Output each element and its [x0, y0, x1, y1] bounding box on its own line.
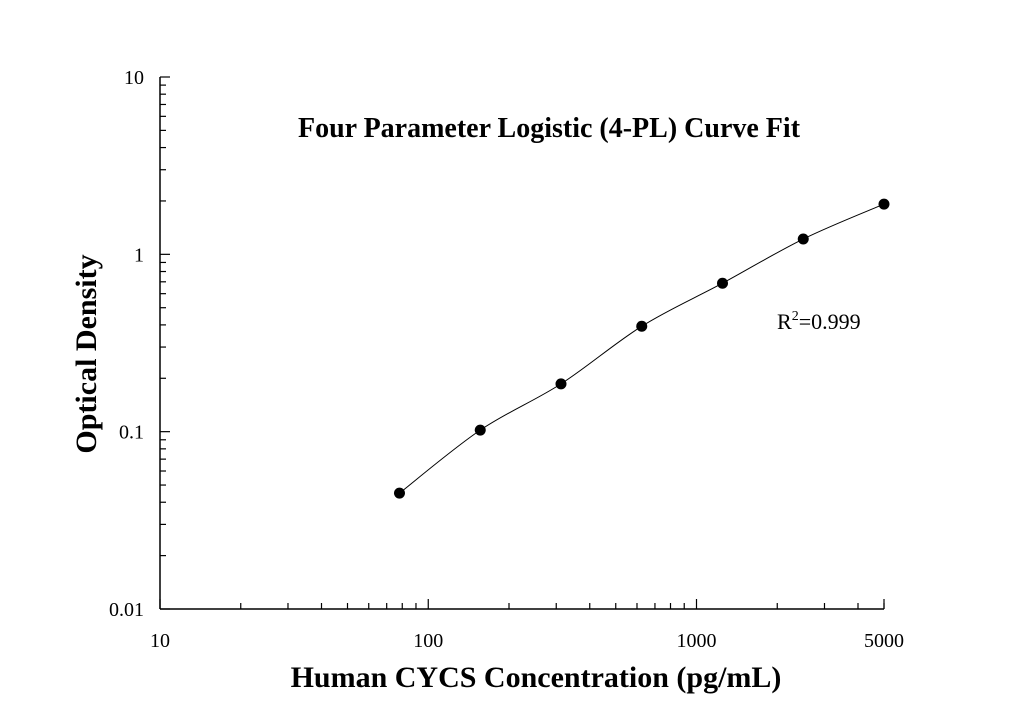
data-point: [797, 233, 809, 245]
y-tick-label: 0.01: [109, 599, 144, 621]
r-squared-value: =0.999: [799, 309, 861, 334]
r-squared-main: R: [777, 309, 792, 334]
x-tick-label: 5000: [864, 630, 904, 652]
data-point: [878, 198, 890, 210]
y-tick-label: 1: [134, 244, 144, 266]
data-point: [636, 320, 648, 332]
r-squared-annotation: R2=0.999: [777, 309, 861, 334]
axes: [159, 77, 884, 610]
x-tick-label: 100: [413, 630, 443, 652]
y-ticks: [160, 76, 170, 610]
data-points: [393, 198, 890, 499]
data-point: [393, 487, 405, 499]
fit-curve: [399, 203, 885, 494]
data-point: [716, 277, 728, 289]
data-point: [474, 424, 486, 436]
x-tick-labels: 10 100 1000 5000: [150, 630, 904, 652]
r-squared-superscript: 2: [792, 309, 799, 324]
chart-title: Four Parameter Logistic (4-PL) Curve Fit: [298, 113, 801, 144]
y-axis-label: Optical Density: [70, 254, 103, 453]
x-tick-label: 10: [150, 630, 170, 652]
x-ticks: [159, 599, 885, 609]
x-tick-label: 1000: [677, 630, 717, 652]
y-tick-label: 10: [124, 67, 144, 89]
x-axis-label: Human CYCS Concentration (pg/mL): [291, 661, 782, 694]
data-point: [555, 378, 567, 390]
y-tick-label: 0.1: [119, 422, 144, 444]
y-tick-labels: 0.01 0.1 1 10: [109, 67, 144, 621]
